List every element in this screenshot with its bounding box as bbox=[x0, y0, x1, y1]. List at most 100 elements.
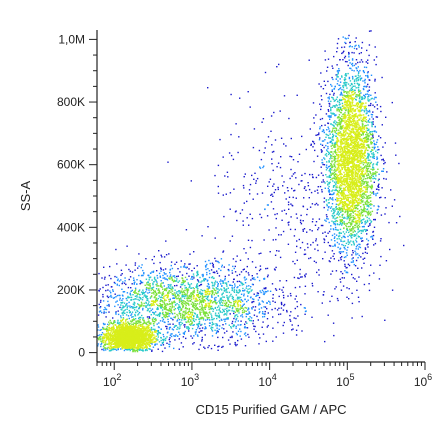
event-dot bbox=[306, 243, 309, 245]
event-dot bbox=[341, 102, 344, 105]
event-dot bbox=[330, 151, 332, 153]
event-dot bbox=[242, 308, 245, 310]
event-dot bbox=[321, 124, 323, 127]
event-dot bbox=[337, 122, 339, 124]
event-dot bbox=[255, 182, 257, 184]
event-dot bbox=[370, 138, 372, 141]
event-dot bbox=[362, 102, 365, 105]
event-dot bbox=[326, 180, 328, 183]
event-dot bbox=[162, 311, 164, 314]
event-dot bbox=[278, 288, 281, 290]
event-dot bbox=[158, 288, 160, 290]
event-dot bbox=[107, 296, 109, 299]
event-dot bbox=[339, 124, 341, 126]
event-dot bbox=[327, 58, 330, 60]
event-dot bbox=[366, 110, 368, 112]
event-dot bbox=[373, 244, 375, 246]
event-dot bbox=[235, 327, 237, 329]
event-dot bbox=[323, 238, 325, 240]
event-dot bbox=[102, 333, 105, 335]
event-dot bbox=[178, 304, 180, 306]
event-dot bbox=[251, 308, 253, 310]
event-dot bbox=[196, 286, 198, 288]
event-dot bbox=[367, 133, 369, 135]
event-dot bbox=[193, 251, 195, 253]
event-dot bbox=[357, 199, 360, 201]
event-dot bbox=[340, 184, 343, 187]
event-dot bbox=[281, 175, 283, 177]
event-dot bbox=[345, 115, 347, 117]
event-dot bbox=[354, 201, 356, 204]
event-dot bbox=[232, 265, 234, 268]
event-dot bbox=[196, 307, 198, 310]
event-dot bbox=[354, 98, 357, 101]
event-dot bbox=[354, 230, 356, 233]
event-dot bbox=[162, 293, 165, 295]
event-dot bbox=[165, 325, 167, 328]
event-dot bbox=[154, 317, 157, 320]
event-dot bbox=[321, 191, 323, 193]
event-dot bbox=[367, 121, 369, 123]
event-dot bbox=[193, 324, 195, 326]
event-dot bbox=[369, 219, 371, 221]
event-dot bbox=[202, 313, 205, 315]
event-dot bbox=[331, 85, 333, 87]
event-dot bbox=[333, 125, 335, 127]
event-dot bbox=[360, 206, 362, 208]
event-dot bbox=[368, 54, 370, 57]
event-dot bbox=[332, 172, 335, 175]
event-dot bbox=[341, 76, 343, 78]
event-dot bbox=[299, 268, 301, 271]
event-dot bbox=[240, 307, 242, 309]
event-dot bbox=[168, 287, 170, 289]
event-dot bbox=[398, 162, 400, 165]
event-dot bbox=[220, 269, 222, 272]
event-dot bbox=[344, 114, 346, 116]
event-dot bbox=[384, 161, 386, 164]
event-dot bbox=[351, 229, 353, 232]
event-dot bbox=[192, 303, 194, 305]
event-dot bbox=[344, 109, 347, 112]
event-dot bbox=[289, 228, 292, 231]
event-dot bbox=[111, 348, 113, 350]
event-dot bbox=[358, 94, 360, 97]
event-dot bbox=[174, 316, 176, 319]
event-dot bbox=[133, 298, 135, 301]
event-dot bbox=[362, 201, 364, 203]
event-dot bbox=[207, 295, 209, 297]
event-dot bbox=[138, 322, 140, 324]
event-dot bbox=[247, 295, 249, 297]
event-dot bbox=[314, 190, 316, 192]
event-dot bbox=[163, 285, 165, 287]
event-dot bbox=[357, 231, 359, 233]
event-dot bbox=[113, 321, 115, 323]
event-dot bbox=[220, 258, 223, 260]
event-dot bbox=[345, 120, 347, 122]
event-dot bbox=[272, 300, 274, 302]
event-dot bbox=[334, 149, 337, 151]
event-dot bbox=[138, 308, 140, 310]
event-dot bbox=[193, 318, 195, 320]
event-dot bbox=[102, 326, 104, 329]
event-dot bbox=[269, 178, 272, 180]
event-dot bbox=[344, 195, 346, 197]
event-dot bbox=[368, 170, 370, 172]
event-dot bbox=[125, 322, 128, 324]
event-dot bbox=[341, 190, 343, 192]
event-dot bbox=[327, 206, 330, 209]
event-dot bbox=[292, 159, 295, 161]
event-dot bbox=[355, 254, 357, 256]
event-dot bbox=[285, 145, 287, 147]
event-dot bbox=[356, 117, 359, 119]
event-dot bbox=[366, 177, 368, 180]
event-dot bbox=[129, 292, 131, 295]
event-dot bbox=[376, 139, 379, 141]
event-dot bbox=[336, 175, 338, 178]
event-dot bbox=[210, 313, 212, 315]
event-dot bbox=[357, 164, 360, 167]
event-dot bbox=[275, 289, 278, 291]
event-dot bbox=[239, 335, 241, 337]
event-dot bbox=[364, 167, 366, 169]
event-dot bbox=[315, 114, 317, 116]
event-dot bbox=[201, 280, 203, 282]
